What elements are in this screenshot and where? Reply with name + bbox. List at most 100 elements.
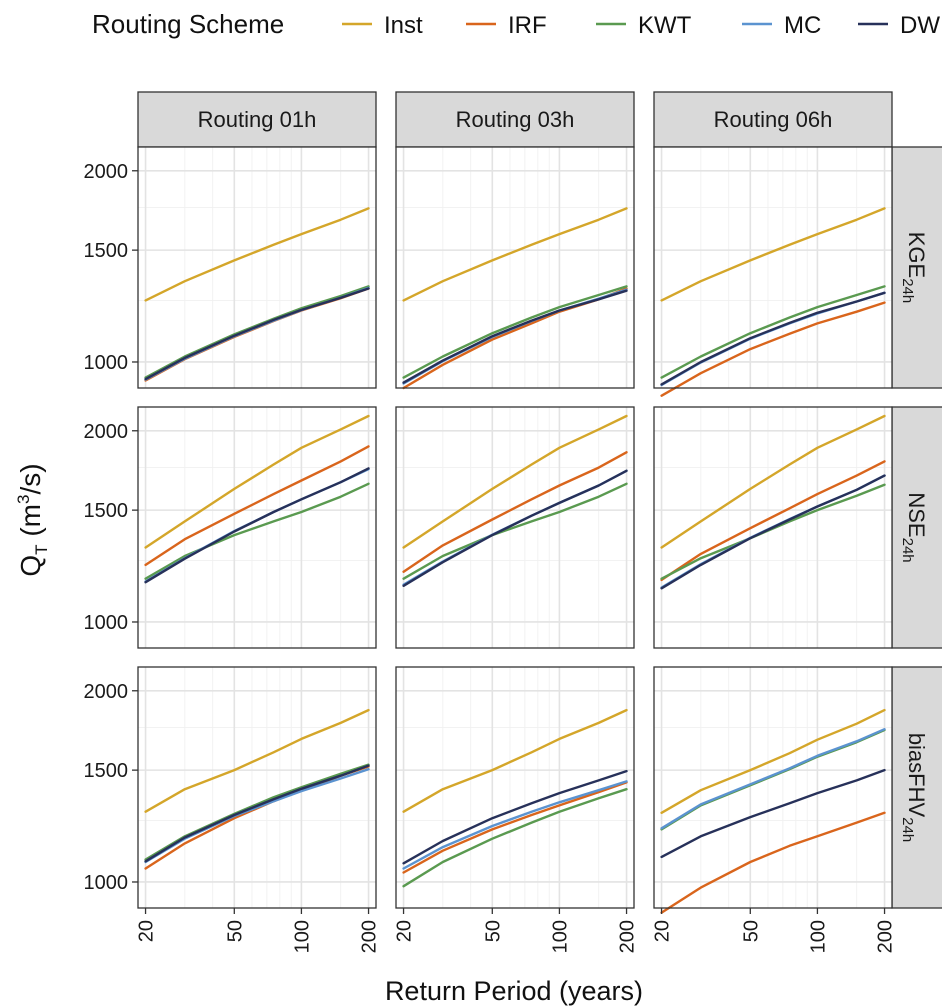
x-tick-label: 50	[482, 920, 504, 942]
series-line-dw	[660, 768, 886, 859]
series-line-inst	[144, 207, 370, 302]
legend-entry-irf: IRF	[466, 12, 547, 39]
y-tick-label: 2000	[84, 421, 129, 443]
y-axis-row-3: 1000 1500 2000	[84, 681, 138, 894]
x-axis-title: Return Period (years)	[385, 976, 643, 1006]
column-strip-label: Routing 03h	[456, 107, 575, 132]
legend-entry-inst: Inst	[342, 12, 423, 39]
column-strip-label: Routing 06h	[714, 107, 833, 132]
series-line-inst	[144, 708, 370, 813]
x-tick-label: 20	[394, 920, 416, 942]
series-line-kwt	[402, 482, 628, 580]
series-line-kwt	[660, 285, 886, 379]
column-strip-1: Routing 01h	[137, 91, 377, 148]
panel-border	[395, 666, 635, 909]
series-line-inst	[660, 414, 886, 549]
series-line-irf	[660, 301, 886, 397]
legend-label-inst: Inst	[384, 12, 423, 39]
y-tick-label: 1000	[84, 352, 129, 374]
x-tick-label: 100	[291, 920, 313, 953]
series-line-inst	[402, 207, 628, 302]
series-line-kwt	[402, 285, 628, 379]
panel-r3-c3	[653, 666, 893, 914]
series-line-mc	[660, 728, 886, 830]
panel-r2-c1	[137, 406, 377, 649]
x-tick-label: 50	[224, 920, 246, 942]
series-line-dw	[402, 769, 628, 865]
series-line-inst	[402, 708, 628, 813]
panel-r2-c2	[395, 406, 635, 649]
x-tick-label: 20	[136, 920, 158, 942]
y-tick-label: 1500	[84, 500, 129, 522]
series-line-irf	[660, 811, 886, 914]
series-line-irf	[660, 460, 886, 582]
panel-border	[653, 406, 893, 649]
series-line-irf	[402, 781, 628, 874]
series-line-inst	[660, 207, 886, 302]
legend-entry-mc: MC	[742, 12, 821, 39]
y-axis-row-2: 1000 1500 2000	[84, 421, 138, 634]
x-tick-label: 20	[652, 920, 674, 942]
x-axis-col-1: 20 50 100 200	[136, 908, 381, 953]
y-tick-label: 1000	[84, 612, 129, 634]
panel-border	[137, 406, 377, 649]
series-line-inst	[144, 414, 370, 549]
legend-entry-dw: DW	[858, 12, 940, 39]
x-tick-label: 50	[740, 920, 762, 942]
legend-label-mc: MC	[784, 12, 821, 39]
legend-label-dw: DW	[900, 12, 940, 39]
y-axis-title: QT (m3/s)	[14, 463, 51, 576]
series-line-mc	[402, 780, 628, 870]
legend-title: Routing Scheme	[92, 9, 284, 39]
row-strip-2: NSE24h	[891, 406, 942, 649]
column-strip-label: Routing 01h	[198, 107, 317, 132]
series-line-irf	[402, 451, 628, 573]
series-line-dw	[144, 764, 370, 863]
column-strip-2: Routing 03h	[395, 91, 635, 148]
legend: Routing Scheme Inst IRF KWT MC DW	[92, 9, 940, 39]
x-tick-label: 200	[617, 920, 639, 953]
panel-border	[395, 146, 635, 389]
y-tick-label: 1500	[84, 240, 129, 262]
y-tick-label: 2000	[84, 161, 129, 183]
series-line-dw	[402, 469, 628, 587]
panel-border	[137, 146, 377, 389]
series-line-inst	[402, 414, 628, 549]
row-strip-3: biasFHV24h	[891, 666, 942, 909]
series-line-kwt	[402, 788, 628, 888]
y-axis-row-1: 1000 1500 2000	[84, 161, 138, 374]
x-tick-label: 100	[807, 920, 829, 953]
panel-border	[653, 146, 893, 389]
panel-r2-c3	[653, 406, 893, 649]
y-tick-label: 2000	[84, 681, 129, 703]
series-line-inst	[660, 708, 886, 814]
panel-r3-c2	[395, 666, 635, 909]
y-tick-label: 1000	[84, 872, 129, 894]
series-line-dw	[144, 287, 370, 381]
panel-r1-c1	[137, 146, 377, 389]
x-axis-col-2: 20 50 100 200	[394, 908, 639, 953]
x-tick-label: 100	[549, 920, 571, 953]
series-line-dw	[660, 474, 886, 590]
column-strip-3: Routing 06h	[653, 91, 893, 148]
panel-border	[137, 666, 377, 909]
panel-r3-c1	[137, 666, 377, 909]
row-strip-label: biasFHV24h	[899, 733, 929, 842]
row-strip-label: KGE24h	[899, 232, 929, 304]
series-line-dw	[402, 289, 628, 384]
row-strip-label: NSE24h	[899, 492, 929, 562]
series-line-dw	[144, 467, 370, 584]
legend-label-irf: IRF	[508, 12, 547, 39]
y-tick-label: 1500	[84, 760, 129, 782]
series-line-irf	[144, 445, 370, 567]
panel-r1-c3	[653, 146, 893, 397]
panel-border	[395, 406, 635, 649]
panel-r1-c2	[395, 146, 635, 390]
row-strip-1: KGE24h	[891, 146, 942, 389]
series-line-kwt	[660, 483, 886, 580]
legend-entry-kwt: KWT	[596, 12, 692, 39]
x-axis-col-3: 20 50 100 200	[652, 908, 897, 953]
panel-border	[653, 666, 893, 909]
series-line-dw	[660, 291, 886, 386]
